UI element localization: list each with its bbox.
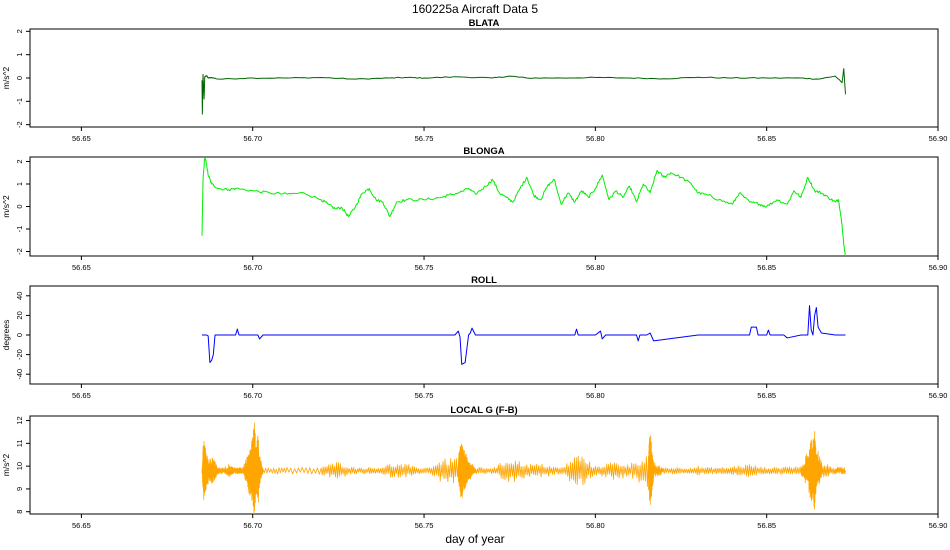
x-tick-label: 56.80: [586, 521, 605, 530]
x-axis-label: day of year: [445, 532, 504, 546]
x-tick-label: 56.90: [929, 521, 948, 530]
panel-2: BLONGA m/s^2 56.65 56.70 56.75 56.80 56.85 56.9…: [1, 146, 947, 272]
x-tick-label: 56.90: [929, 134, 948, 143]
y-tick-label: 2: [15, 159, 24, 163]
y-tick-label: -2: [15, 121, 24, 128]
x-tick-label: 56.75: [415, 391, 434, 400]
y-tick-label: 1: [15, 53, 24, 57]
y-tick-label: 12: [15, 416, 24, 424]
plot-frame: [29, 415, 939, 515]
y-tick-label: -2: [15, 248, 24, 255]
figure-title: 160225a Aircraft Data 5: [412, 2, 538, 16]
x-tick-label: 56.90: [929, 391, 948, 400]
panel-3: ROLL degrees 56.65 56.70 56.75 56.80 56.85 56.9…: [1, 275, 947, 400]
panel-title: BLATA: [469, 18, 500, 29]
x-tick-label: 56.70: [243, 263, 262, 272]
y-tick-label: -20: [15, 349, 24, 360]
y-tick-label: 40: [15, 292, 24, 300]
y-tick-label: 1: [15, 182, 24, 186]
x-tick-label: 56.75: [415, 263, 434, 272]
panel-1: BLATA m/s^2 56.65 56.70 56.75 56.80 56.85 56.90…: [1, 18, 947, 143]
y-axis-label: m/s^2: [1, 454, 11, 477]
y-axis-label: m/s^2: [1, 195, 11, 218]
y-axis-label: m/s^2: [1, 67, 11, 90]
series-line-1: [202, 305, 846, 365]
y-tick-label: 20: [15, 311, 24, 319]
x-tick-label: 56.90: [929, 263, 948, 272]
x-tick-label: 56.85: [757, 263, 776, 272]
x-tick-label: 56.70: [243, 521, 262, 530]
panels: BLATA m/s^2 56.65 56.70 56.75 56.80 56.85 56.90…: [1, 18, 947, 530]
series-line-1: [201, 422, 846, 514]
y-tick-label: 10: [15, 462, 24, 470]
y-tick-label: 0: [15, 204, 24, 208]
y-tick-label: 8: [15, 510, 24, 514]
x-tick-label: 56.65: [72, 263, 91, 272]
panel-title: ROLL: [471, 275, 497, 286]
y-tick-label: 9: [15, 487, 24, 491]
x-tick-label: 56.85: [757, 391, 776, 400]
y-axis-label: degrees: [1, 320, 11, 351]
y-tick-label: 0: [15, 333, 24, 337]
y-tick-label: -1: [15, 226, 24, 233]
x-tick-label: 56.70: [243, 391, 262, 400]
x-tick-label: 56.65: [72, 134, 91, 143]
x-tick-label: 56.65: [72, 391, 91, 400]
y-tick-label: -1: [15, 98, 24, 105]
x-tick-label: 56.65: [72, 521, 91, 530]
y-tick-label: 0: [15, 76, 24, 80]
panel-title: LOCAL G (F-B): [450, 405, 517, 416]
x-tick-label: 56.80: [586, 263, 605, 272]
x-tick-label: 56.85: [757, 521, 776, 530]
x-tick-label: 56.80: [586, 391, 605, 400]
y-tick-label: 11: [15, 439, 24, 447]
y-tick-label: -40: [15, 369, 24, 380]
y-tick-label: 2: [15, 29, 24, 33]
series-line-1: [201, 68, 846, 115]
x-tick-label: 56.75: [415, 521, 434, 530]
x-tick-label: 56.75: [415, 134, 434, 143]
panel-4: LOCAL G (F-B) m/s^2 56.65 56.70 56.75 56.80 56…: [1, 405, 947, 530]
x-tick-label: 56.85: [757, 134, 776, 143]
series-line-1: [201, 157, 846, 256]
panel-title: BLONGA: [463, 146, 504, 157]
x-tick-label: 56.80: [586, 134, 605, 143]
plot-frame: [29, 156, 939, 257]
x-tick-label: 56.70: [243, 134, 262, 143]
